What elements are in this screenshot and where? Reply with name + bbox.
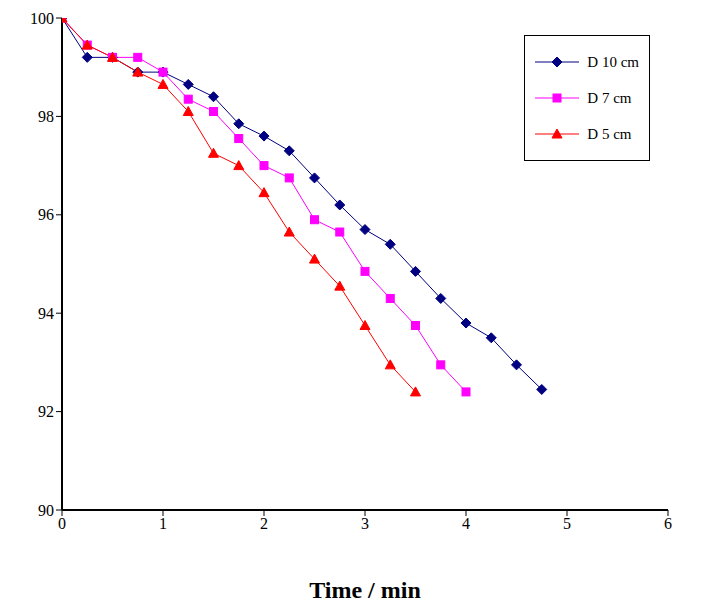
svg-text:Time / min: Time / min	[309, 577, 421, 603]
svg-text:3: 3	[361, 515, 369, 532]
html-text:D 5 cm: D 5 cm	[587, 125, 632, 142]
svg-text:98: 98	[38, 108, 54, 125]
svg-text:4: 4	[462, 515, 470, 532]
html-text:D 7 cm: D 7 cm	[587, 89, 632, 106]
svg-text:2: 2	[260, 515, 268, 532]
svg-text:90: 90	[38, 502, 54, 519]
svg-text:96: 96	[38, 206, 54, 223]
svg-text:94: 94	[38, 305, 54, 322]
svg-text:1: 1	[159, 515, 167, 532]
svg-text:5: 5	[563, 515, 571, 532]
svg-text:100: 100	[30, 10, 54, 27]
svg-text:92: 92	[38, 403, 54, 420]
svg-text:0: 0	[58, 515, 66, 532]
svg-text:6: 6	[664, 515, 672, 532]
html-text:D 10 cm: D 10 cm	[587, 53, 639, 70]
